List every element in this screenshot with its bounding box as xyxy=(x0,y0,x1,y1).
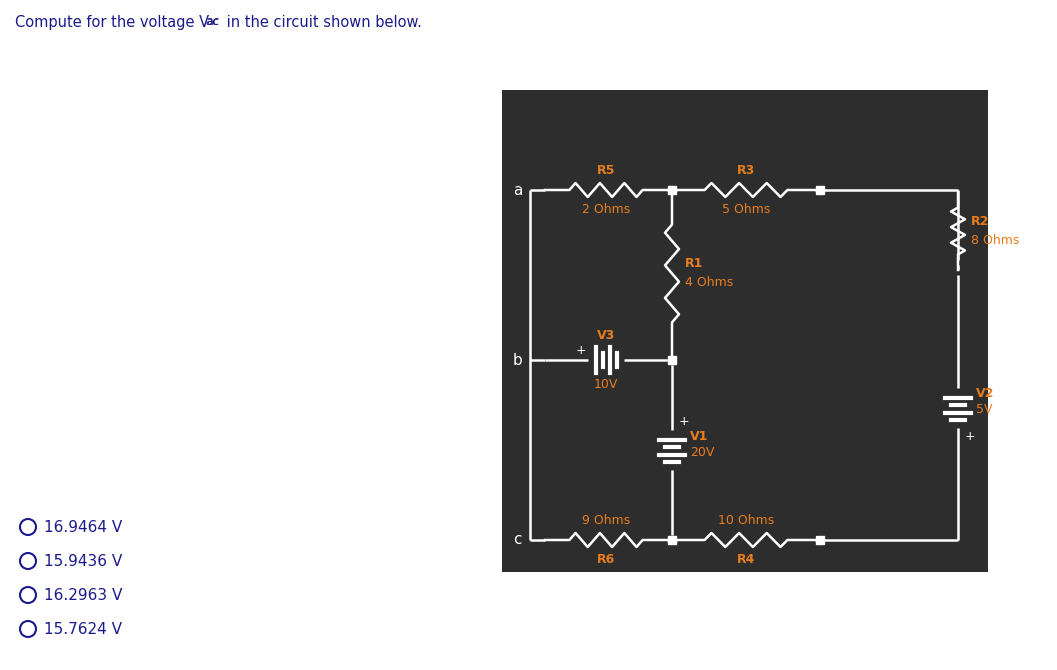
Bar xyxy=(502,90,988,572)
Text: 20V: 20V xyxy=(690,446,715,458)
Text: 4 Ohms: 4 Ohms xyxy=(685,276,734,289)
Text: 15.9436 V: 15.9436 V xyxy=(44,553,123,569)
Text: ac: ac xyxy=(206,15,220,28)
Text: c: c xyxy=(514,533,522,547)
Text: V2: V2 xyxy=(976,387,995,400)
Text: 2 Ohms: 2 Ohms xyxy=(581,203,630,216)
Text: R1: R1 xyxy=(685,257,703,270)
Text: Compute for the voltage V: Compute for the voltage V xyxy=(15,15,209,30)
Text: R4: R4 xyxy=(737,553,755,566)
Text: R2: R2 xyxy=(971,214,989,228)
Text: +: + xyxy=(575,344,586,357)
Text: 16.9464 V: 16.9464 V xyxy=(44,519,123,535)
Text: 9 Ohms: 9 Ohms xyxy=(581,514,630,527)
Text: 15.7624 V: 15.7624 V xyxy=(44,622,122,636)
Text: a: a xyxy=(513,182,522,198)
Text: +: + xyxy=(965,429,976,442)
Text: R5: R5 xyxy=(597,164,615,177)
Text: 10 Ohms: 10 Ohms xyxy=(718,514,774,527)
Text: 8 Ohms: 8 Ohms xyxy=(971,234,1019,247)
Text: 16.2963 V: 16.2963 V xyxy=(44,588,123,602)
Text: 5 Ohms: 5 Ohms xyxy=(722,203,771,216)
Text: ac: ac xyxy=(206,17,219,27)
Text: 5V: 5V xyxy=(976,403,993,416)
Text: R3: R3 xyxy=(737,164,755,177)
Text: 10V: 10V xyxy=(594,378,618,391)
Text: b: b xyxy=(513,352,522,368)
Text: V1: V1 xyxy=(690,429,708,442)
Text: R6: R6 xyxy=(597,553,615,566)
Text: +: + xyxy=(679,415,689,428)
Text: V3: V3 xyxy=(597,329,615,342)
Text: in the circuit shown below.: in the circuit shown below. xyxy=(222,15,422,30)
